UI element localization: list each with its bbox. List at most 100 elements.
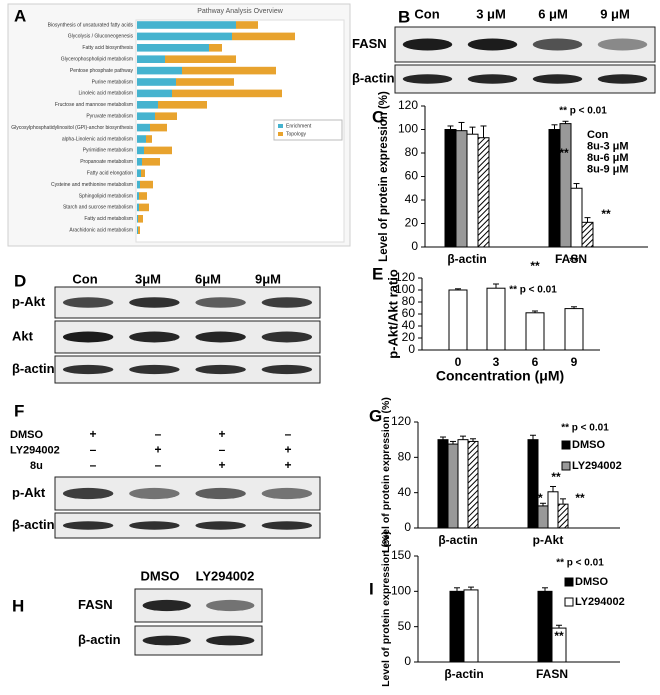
significance-mark: ** bbox=[575, 491, 585, 505]
bar bbox=[581, 221, 594, 248]
category-label: Cysteine and methionine metabolism bbox=[51, 182, 133, 188]
bar bbox=[447, 443, 459, 529]
bar-segment bbox=[137, 21, 236, 29]
row-label: β-actin bbox=[12, 361, 55, 376]
y-tick-label: 0 bbox=[404, 654, 411, 668]
bar-segment bbox=[236, 21, 258, 29]
significance-mark: ** bbox=[559, 146, 569, 160]
bar-segment bbox=[137, 32, 232, 41]
panel-letter: G bbox=[369, 406, 382, 425]
bar-segment bbox=[139, 203, 149, 212]
y-axis-label: Level of protein expression (%) bbox=[380, 531, 392, 687]
legend-label: 8u-3 μM bbox=[587, 140, 629, 152]
row-label: β-actin bbox=[12, 517, 55, 532]
legend-label: DMSO bbox=[575, 576, 608, 588]
bar-segment bbox=[140, 180, 153, 189]
bar-segment bbox=[158, 101, 207, 109]
panel-letter: B bbox=[398, 7, 410, 26]
y-tick-label: 50 bbox=[398, 619, 412, 633]
bar-segment bbox=[144, 146, 172, 155]
bar bbox=[537, 505, 549, 529]
bar-segment bbox=[137, 203, 139, 212]
significance-mark: ** bbox=[533, 491, 543, 505]
legend-swatch bbox=[561, 440, 571, 450]
bar-segment bbox=[137, 135, 146, 143]
treatment-sign: – bbox=[155, 458, 162, 472]
blot-band bbox=[261, 297, 313, 308]
treatment-label: 8u bbox=[30, 460, 43, 472]
category-label: Glycerophospholipid metabolism bbox=[61, 57, 133, 63]
row-label: p-Akt bbox=[12, 485, 46, 500]
blot-band bbox=[129, 521, 180, 530]
bar-segment bbox=[138, 215, 143, 223]
row-label: p-Akt bbox=[12, 294, 46, 309]
y-tick-label: 0 bbox=[404, 520, 411, 534]
significance-note: ** p < 0.01 bbox=[561, 423, 609, 434]
bar bbox=[559, 123, 572, 248]
blot-band bbox=[261, 331, 313, 343]
treatment-sign: – bbox=[285, 427, 292, 441]
panel-letter: C bbox=[372, 107, 384, 126]
category-label: Propanoate metabolism bbox=[80, 159, 133, 165]
blot-band bbox=[195, 521, 246, 530]
row-label: β-actin bbox=[78, 632, 121, 647]
bar bbox=[463, 589, 479, 663]
bar-segment bbox=[137, 158, 142, 166]
treatment-sign: + bbox=[154, 443, 161, 457]
blot-band bbox=[467, 74, 518, 84]
row-label: Akt bbox=[12, 328, 34, 343]
bar-segment bbox=[137, 123, 150, 132]
blot-band bbox=[532, 74, 583, 84]
legend-label: LY294002 bbox=[572, 460, 622, 472]
panel-letter: E bbox=[372, 264, 383, 283]
blot-band bbox=[195, 331, 246, 343]
category-label: Arachidonic acid metabolism bbox=[69, 228, 133, 234]
category-label: 3 bbox=[493, 355, 500, 369]
bar-segment bbox=[146, 135, 152, 143]
blot-band bbox=[206, 635, 255, 646]
y-tick-label: 120 bbox=[391, 414, 411, 428]
bar-segment bbox=[137, 180, 140, 189]
treatment-sign: – bbox=[90, 443, 97, 457]
lane-label: 9μM bbox=[255, 271, 281, 286]
panel-letter: F bbox=[14, 401, 24, 420]
y-tick-label: 150 bbox=[391, 548, 411, 562]
bar-segment bbox=[137, 192, 139, 200]
lane-label: DMSO bbox=[141, 568, 180, 583]
bar-segment bbox=[182, 66, 276, 75]
y-tick-label: 80 bbox=[402, 294, 416, 308]
y-tick-label: 20 bbox=[405, 216, 419, 230]
row-label: FASN bbox=[352, 36, 387, 51]
significance-note: ** p < 0.01 bbox=[559, 106, 607, 117]
y-tick-label: 100 bbox=[391, 584, 411, 598]
category-label: Fructose and mannose metabolism bbox=[55, 102, 133, 108]
legend-label: LY294002 bbox=[575, 596, 625, 608]
blot-band bbox=[195, 487, 246, 500]
bar-segment bbox=[137, 78, 176, 86]
blot-band bbox=[62, 297, 114, 308]
legend-label: 8u-9 μM bbox=[587, 163, 629, 175]
bar bbox=[449, 590, 465, 663]
row-label: FASN bbox=[78, 597, 113, 612]
category-label: Linoleic acid metabolism bbox=[79, 91, 133, 97]
treatment-sign: + bbox=[284, 458, 291, 472]
category-label: Biosynthesis of unsaturated fatty acids bbox=[48, 22, 134, 28]
significance-mark: ** bbox=[530, 259, 540, 273]
significance-mark: ** bbox=[551, 470, 561, 484]
bar bbox=[448, 289, 468, 351]
bar bbox=[564, 308, 584, 351]
bar-segment bbox=[232, 32, 295, 41]
legend-label: DMSO bbox=[572, 439, 605, 451]
blot-band bbox=[532, 38, 583, 51]
bar-segment bbox=[137, 89, 172, 98]
category-label: Pyruvate metabolism bbox=[86, 114, 133, 120]
bar-segment bbox=[137, 55, 165, 63]
blot-band bbox=[62, 331, 114, 343]
bar bbox=[437, 439, 449, 529]
category-label: Starch and sucrose metabolism bbox=[63, 205, 133, 211]
significance-mark: ** bbox=[601, 207, 611, 221]
y-tick-label: 80 bbox=[405, 145, 419, 159]
bar-segment bbox=[137, 146, 144, 155]
blot-band bbox=[129, 487, 180, 500]
